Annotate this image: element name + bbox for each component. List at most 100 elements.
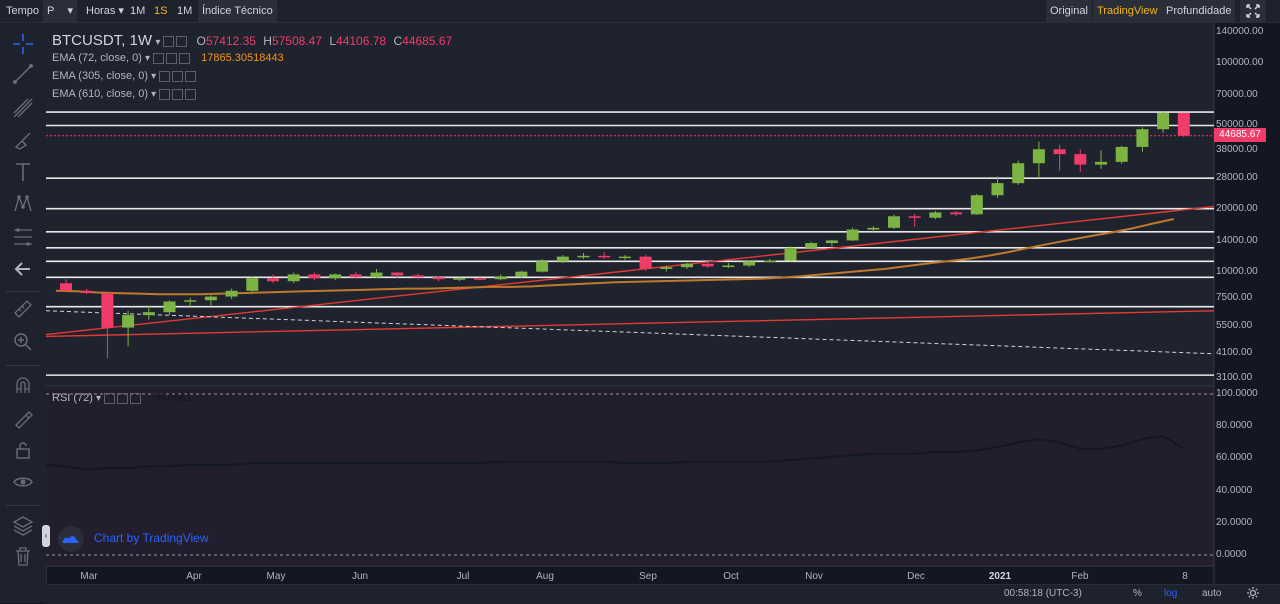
ema610-label[interactable]: EMA (610, close, 0) (52, 88, 148, 100)
view-depth-button[interactable]: Profundidade (1162, 0, 1236, 22)
ema305-label[interactable]: EMA (305, close, 0) (52, 70, 148, 82)
trend-line-icon[interactable] (11, 63, 35, 87)
candle (701, 261, 714, 269)
time-axis-label: Sep (639, 571, 657, 582)
view-tradingview-button[interactable]: TradingView (1093, 0, 1162, 22)
candle-body (1032, 149, 1045, 164)
candle-body (308, 274, 321, 279)
chevron-down-icon[interactable]: ▾ (151, 71, 157, 82)
candle-body (908, 216, 921, 218)
bottom-bar: 00:58:18 (UTC-3) % log auto (46, 584, 1280, 604)
log-scale-button[interactable]: log (1164, 588, 1178, 599)
time-axis-label: Feb (1071, 571, 1089, 582)
eye-icon[interactable] (176, 36, 188, 48)
magnet-icon[interactable] (11, 374, 35, 398)
candle-body (991, 183, 1004, 196)
chevron-down-icon[interactable]: ▾ (96, 393, 102, 404)
price-axis-label: 38000.00 (1216, 144, 1258, 156)
candle-body (267, 278, 279, 282)
rsi-axis-label: 20.0000 (1216, 516, 1253, 528)
trash-icon[interactable] (11, 545, 35, 569)
settings-icon[interactable] (172, 70, 184, 82)
ema72-label[interactable]: EMA (72, close, 0) (52, 52, 142, 64)
fullscreen-icon[interactable] (1240, 0, 1266, 22)
eye-icon[interactable] (159, 70, 171, 82)
collapse-sidebar-handle[interactable]: ‹ (42, 525, 50, 547)
candle-body (1177, 112, 1190, 136)
eye-icon[interactable] (159, 88, 171, 100)
candle-body (163, 301, 176, 313)
settings-icon[interactable] (117, 392, 129, 404)
interval-1month-button[interactable]: 1M (177, 5, 193, 17)
price-axis-label: 10000.00 (1216, 265, 1258, 277)
candle (370, 268, 383, 279)
candle (805, 241, 818, 250)
time-axis-label: Nov (805, 571, 823, 582)
close-icon[interactable] (185, 70, 197, 82)
interval-1m-button[interactable]: 1M (130, 5, 146, 17)
auto-scale-button[interactable]: auto (1202, 588, 1222, 599)
symbol-select[interactable]: P ▾ (43, 0, 77, 22)
symbol-title[interactable]: BTCUSDT, 1W (52, 32, 153, 49)
candle (660, 265, 673, 272)
chevron-down-icon: ▾ (67, 5, 73, 17)
candle (950, 211, 963, 216)
close-icon[interactable] (179, 52, 191, 64)
candle (204, 295, 217, 306)
pitchfork-icon[interactable] (11, 97, 35, 121)
candle-body (329, 274, 342, 279)
tradingview-watermark[interactable]: Chart by TradingView (58, 525, 209, 552)
rsi-label[interactable]: RSI (72) (52, 392, 93, 404)
back-arrow-icon[interactable] (11, 258, 35, 282)
chevron-down-icon[interactable]: ▾ (144, 53, 150, 64)
candle (60, 279, 72, 292)
price-axis-label: 50000.00 (1216, 119, 1258, 131)
view-original-button[interactable]: Original (1046, 0, 1092, 22)
candle (142, 305, 155, 320)
brush-icon[interactable] (11, 129, 35, 153)
candle-body (784, 247, 797, 261)
chevron-down-icon[interactable]: ▾ (151, 89, 157, 100)
chevron-down-icon[interactable]: ▾ (155, 37, 164, 48)
interval-1s-button[interactable]: 1S (154, 5, 168, 17)
candle (846, 227, 859, 242)
settings-icon[interactable] (172, 88, 184, 100)
percent-scale-button[interactable]: % (1133, 588, 1142, 599)
interval-select[interactable]: Horas ▾ (82, 0, 128, 22)
settings-icon[interactable] (1246, 586, 1260, 603)
candle (598, 252, 611, 259)
candle (784, 246, 797, 262)
candle-body (722, 265, 735, 268)
candle-body (349, 274, 362, 278)
clock-timezone[interactable]: 00:58:18 (UTC-3) (1004, 588, 1082, 599)
close-icon[interactable] (130, 392, 142, 404)
close-icon[interactable] (185, 88, 197, 100)
lock-icon[interactable] (11, 439, 35, 463)
candle-body (515, 271, 528, 277)
zoom-in-icon[interactable] (11, 331, 35, 355)
candle-body (60, 283, 72, 291)
eye-icon[interactable] (153, 52, 165, 64)
layers-icon[interactable] (11, 514, 35, 538)
settings-icon[interactable] (163, 36, 175, 48)
candle (1074, 149, 1087, 172)
indicators-button[interactable]: Índice Técnico (198, 0, 277, 22)
ruler-icon[interactable] (11, 298, 35, 322)
pattern-icon[interactable] (11, 193, 35, 217)
candle-body (618, 256, 631, 259)
settings-icon[interactable] (166, 52, 178, 64)
candle-body (970, 195, 983, 215)
crosshair-icon[interactable] (11, 33, 35, 57)
candle (184, 297, 197, 307)
candle (1177, 112, 1190, 137)
eye-icon[interactable] (11, 471, 35, 495)
candle (1053, 144, 1066, 171)
text-tool-icon[interactable] (11, 161, 35, 185)
candle-body (598, 255, 611, 258)
stay-in-drawing-mode-icon[interactable] (11, 407, 35, 431)
candle-body (432, 277, 445, 280)
eye-icon[interactable] (104, 392, 116, 404)
fib-retracement-icon[interactable] (11, 226, 35, 250)
rsi-legend: RSI (72) ▾ 66.0661 (52, 392, 192, 404)
